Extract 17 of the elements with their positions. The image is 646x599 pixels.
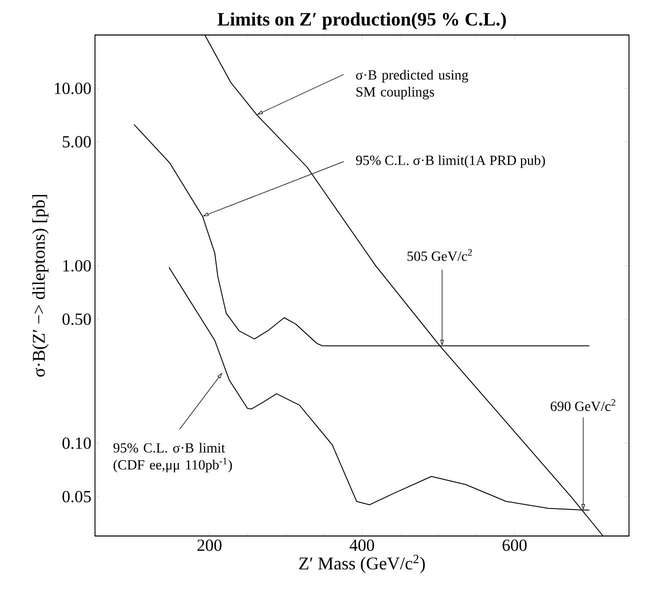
y-tick-label: 0.50 xyxy=(62,313,91,325)
y-tick-label: 5.00 xyxy=(62,136,91,148)
y-axis-title: σ·B(Z′ −> dileptons) [pb] xyxy=(32,194,49,377)
y-tick-label: 10.00 xyxy=(54,82,91,94)
annotation: σ·B predicted using SM couplings xyxy=(356,70,468,100)
x-axis-title: Z′ Mass (GeV/c$^{2}$) xyxy=(299,554,425,574)
x-tick-label: 600 xyxy=(502,540,527,551)
y-tick-label: 1.00 xyxy=(63,260,91,272)
annotation: 505 GeV/c$^{2}$ xyxy=(408,249,472,261)
annotation: 95% C.L. σ·B limit (CDF ee,μμ 110pb$^{-1}$) xyxy=(113,442,232,472)
y-tick-label: 0.10 xyxy=(62,437,91,449)
annotation: 690 GeV/c$^{2}$ xyxy=(550,399,616,412)
x-tick-label: 400 xyxy=(350,540,374,551)
x-tick-label: 200 xyxy=(197,540,222,551)
y-tick-label: 0.05 xyxy=(62,490,91,502)
annotation: 95% C.L. σ·B limit(1A PRD pub) xyxy=(356,155,545,168)
chart-title: Limits on Z′ production(95 % C.L.) xyxy=(218,12,506,30)
